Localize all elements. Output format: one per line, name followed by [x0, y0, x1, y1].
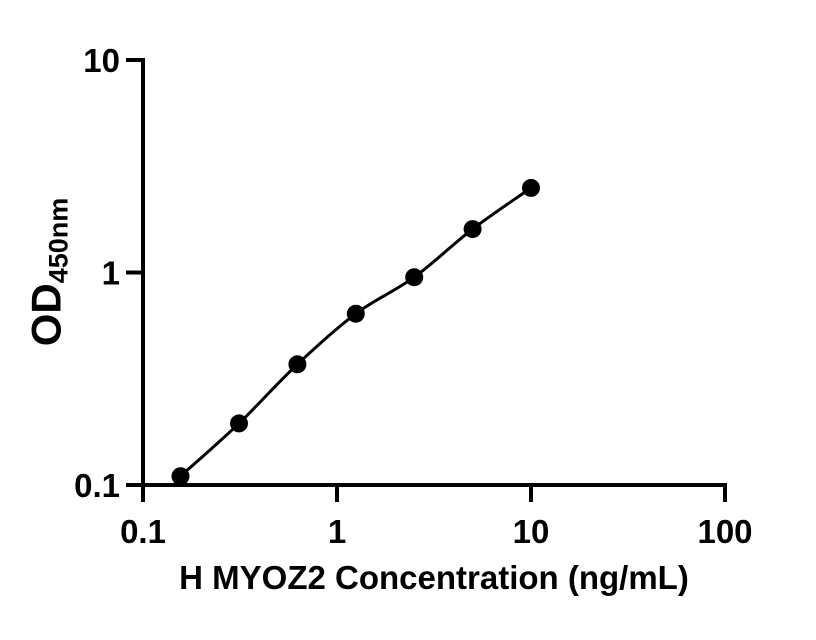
- y-axis-title: OD450nm: [22, 197, 74, 347]
- x-tick-label: 0.1: [120, 513, 166, 550]
- data-point: [522, 178, 540, 197]
- data-point: [171, 467, 190, 486]
- data-point: [463, 220, 482, 239]
- data-point: [405, 268, 424, 287]
- y-axis-title-main: OD: [22, 283, 70, 347]
- data-point: [346, 304, 365, 323]
- x-tick-label: 10: [513, 513, 550, 550]
- y-axis-title-subscript: 450nm: [43, 197, 74, 284]
- data-point: [230, 414, 248, 433]
- x-tick-label: 1: [328, 513, 346, 550]
- y-tick-label: 1: [102, 255, 120, 292]
- x-tick-label: 100: [697, 513, 752, 550]
- data-point: [288, 355, 307, 374]
- y-tick-label: 10: [83, 42, 120, 79]
- x-axis-title: H MYOZ2 Concentration (ng/mL): [179, 559, 689, 596]
- y-tick-label: 0.1: [74, 467, 120, 504]
- axis-frame: [126, 58, 727, 502]
